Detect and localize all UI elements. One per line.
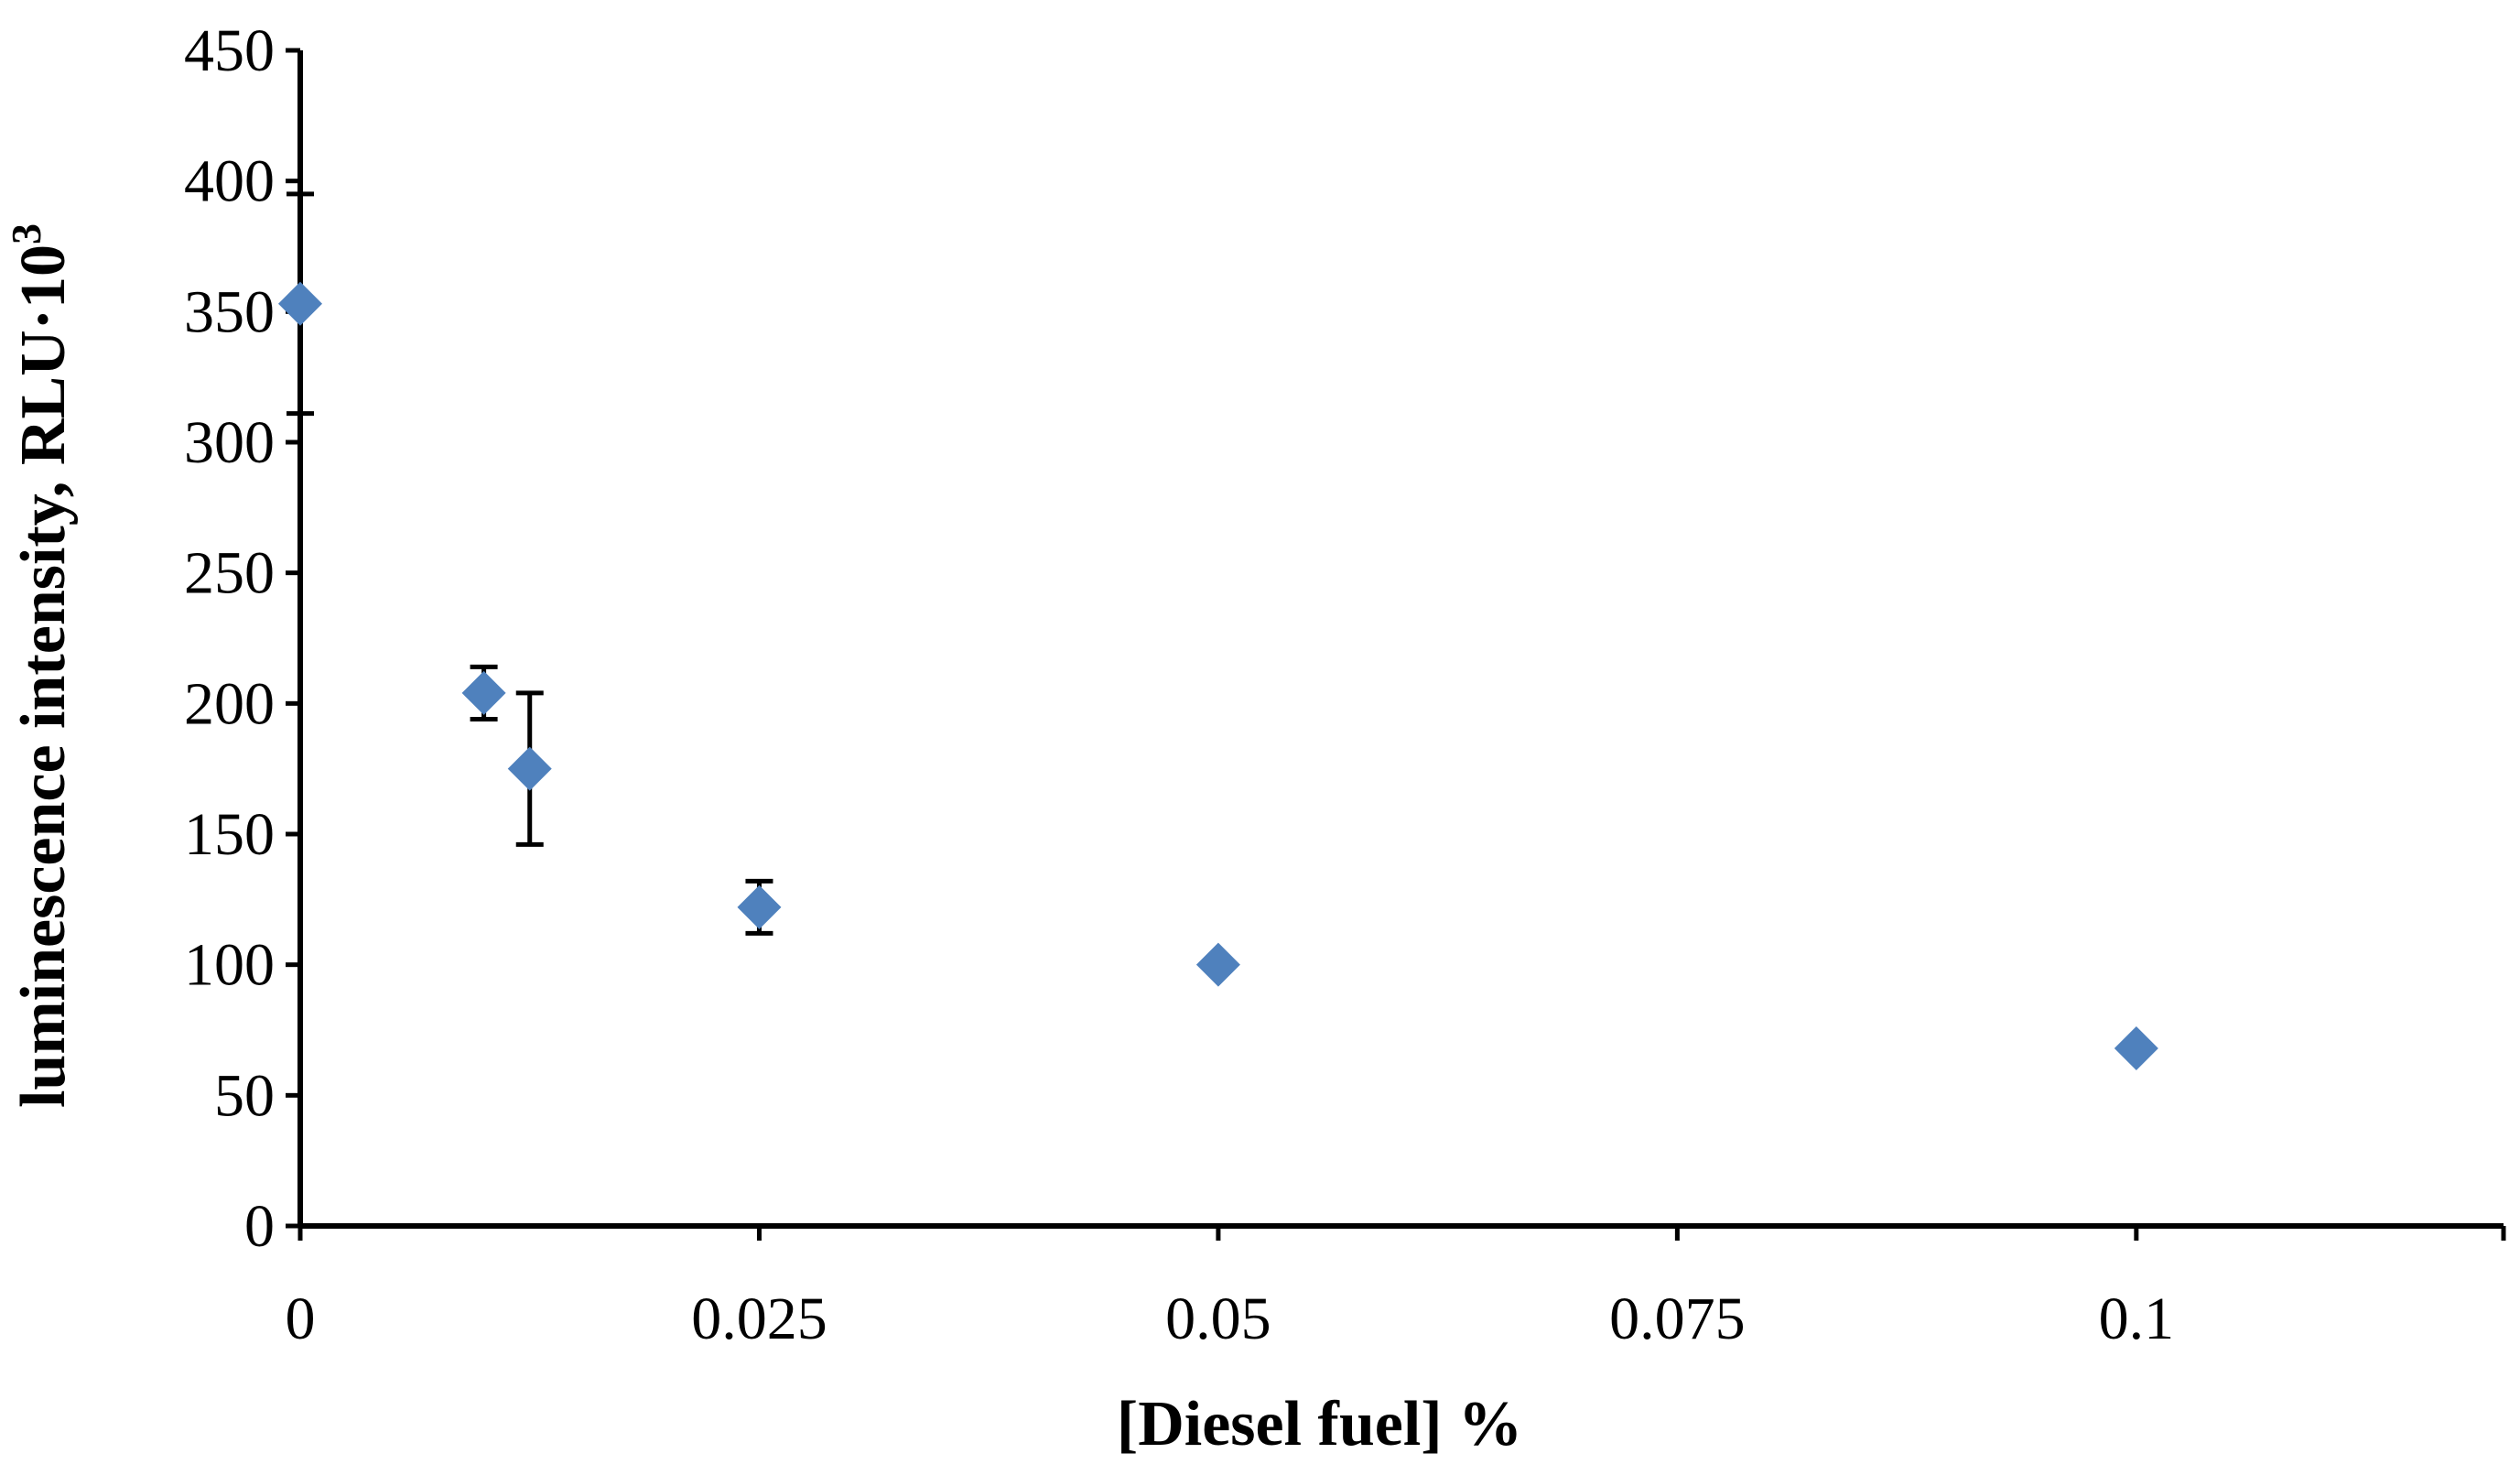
y-tick-label: 100: [184, 932, 275, 999]
data-point-marker: [507, 746, 552, 791]
y-tick-label: 150: [184, 801, 275, 868]
x-axis-title: [Diesel fuel] %: [1117, 1389, 1522, 1459]
y-tick-label: 200: [184, 670, 275, 737]
x-tick-label: 0.075: [1609, 1285, 1746, 1352]
y-tick-label: 250: [184, 540, 275, 607]
y-tick-label: 50: [214, 1062, 275, 1129]
data-point-marker: [1195, 942, 1240, 987]
y-tick-label: 400: [184, 148, 275, 215]
data-point-marker: [2114, 1025, 2158, 1070]
y-axis-title-main: luminescence intensity, RLU·10: [8, 244, 79, 1108]
data-points: [278, 281, 2158, 1070]
y-tick-label: 0: [244, 1193, 275, 1260]
x-tick-label: 0: [286, 1285, 316, 1352]
y-tick-label: 350: [184, 278, 275, 345]
data-point-marker: [461, 670, 506, 715]
x-tick-label: 0.05: [1165, 1285, 1271, 1352]
x-tick-label: 0.1: [2099, 1285, 2175, 1352]
axes: 0 50 100 150 200 250 300 350 400 450 0 0.025 0.05 0.0…: [184, 17, 2506, 1352]
data-point-marker: [737, 884, 782, 929]
error-bars: [287, 191, 773, 936]
data-point-marker: [278, 281, 322, 326]
y-axis-title-superscript: 3: [3, 223, 49, 244]
x-tick-label: 0.025: [691, 1285, 827, 1352]
y-axis-title: luminescence intensity, RLU·103: [3, 223, 79, 1108]
y-tick-label: 300: [184, 409, 275, 476]
y-tick-label: 450: [184, 17, 275, 84]
